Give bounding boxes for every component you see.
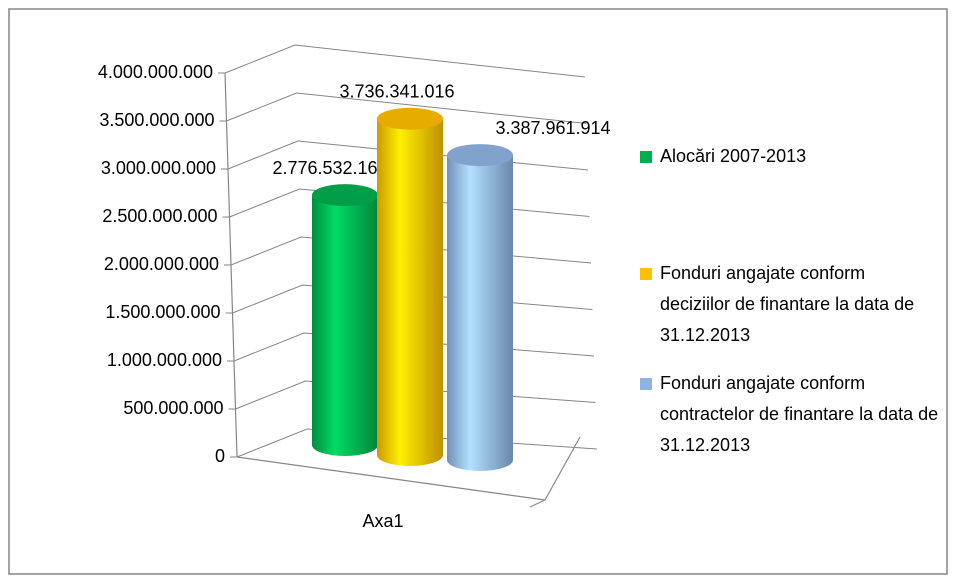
y-tick-label: 500.000.000 <box>123 398 223 418</box>
bar <box>447 155 513 471</box>
legend-item: Alocări 2007-2013 <box>640 141 940 172</box>
x-tick-label: Axa1 <box>362 511 403 531</box>
data-label: 3.736.341.016 <box>339 81 454 101</box>
legend-item: Fonduri angajate conform contractelor de… <box>640 368 940 461</box>
legend-swatch <box>640 268 652 280</box>
y-tick-label: 4.000.000.000 <box>98 62 213 82</box>
legend-label: Alocări 2007-2013 <box>660 146 807 166</box>
bar <box>377 118 443 466</box>
bar-top <box>312 184 378 207</box>
y-tick-label: 1.000.000.000 <box>107 350 222 370</box>
legend-swatch <box>640 378 652 390</box>
y-tick-label: 0 <box>215 446 225 466</box>
y-tick-label: 3.000.000.000 <box>101 158 216 178</box>
legend-label: Fonduri angajate conform deciziilor de f… <box>660 263 915 345</box>
legend-item: Fonduri angajate conform deciziilor de f… <box>640 258 940 351</box>
y-tick-label: 3.500.000.000 <box>99 110 214 130</box>
y-tick-label: 2.000.000.000 <box>104 254 219 274</box>
y-tick-label: 1.500.000.000 <box>105 302 220 322</box>
y-tick-label: 2.500.000.000 <box>102 206 217 226</box>
legend-swatch <box>640 151 652 163</box>
grid-line <box>224 44 586 78</box>
data-label: 3.387.961.914 <box>495 118 610 138</box>
data-label: 2.776.532.160 <box>272 158 387 178</box>
bar-top <box>377 107 443 130</box>
grid-line <box>226 92 587 124</box>
bar <box>312 195 378 456</box>
legend-label: Fonduri angajate conform contractelor de… <box>660 373 939 455</box>
wall-edge <box>529 499 546 508</box>
bar-top <box>447 144 513 167</box>
